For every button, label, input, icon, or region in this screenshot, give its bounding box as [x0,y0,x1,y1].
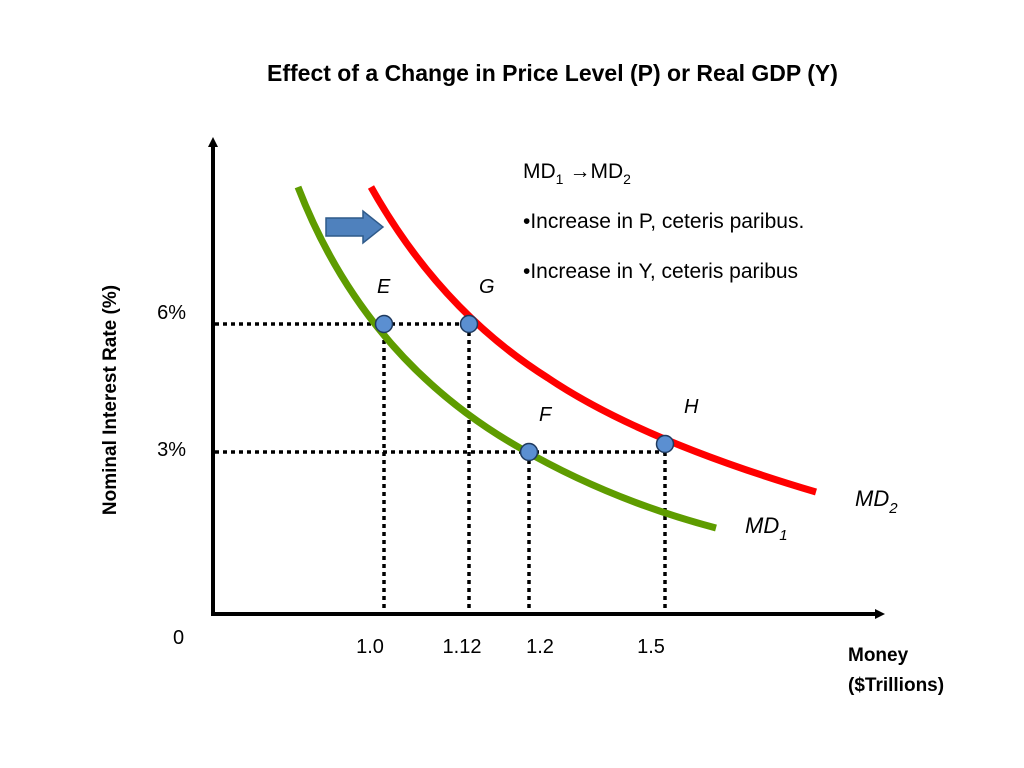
x-tick-1-5: 1.5 [637,636,665,658]
x-tick-1-12: 1.12 [443,636,482,658]
point-h [655,434,675,454]
shift-arrow-icon [325,209,385,245]
origin-label: 0 [173,627,184,649]
x-tick-1-2: 1.2 [526,636,554,658]
y-tick-6pct: 6% [157,302,186,324]
point-g [459,314,479,334]
point-label-h: H [684,396,699,418]
md2-curve [367,185,817,496]
y-axis-title: Nominal Interest Rate (%) [100,285,121,515]
md2-label: MD2 [855,486,898,517]
x-axis-title-line1: Money [848,645,909,666]
slide-title: Effect of a Change in Price Level (P) or… [267,60,838,86]
md1-curve [294,185,717,532]
x-axis-title-line2: ($Trillions) [848,675,944,696]
shift-note: MD1 →MD2 [523,160,631,187]
point-label-f: F [539,404,553,426]
point-f [519,442,539,462]
x-tick-1-0: 1.0 [356,636,384,658]
point-e [374,314,394,334]
y-tick-3pct: 3% [157,439,186,461]
point-label-g: G [479,276,495,298]
note-bullet-1: •Increase in P, ceteris paribus. [523,210,804,233]
note-bullet-2: •Increase in Y, ceteris paribus [523,260,798,283]
point-label-e: E [377,276,391,298]
md1-label: MD1 [745,513,788,544]
